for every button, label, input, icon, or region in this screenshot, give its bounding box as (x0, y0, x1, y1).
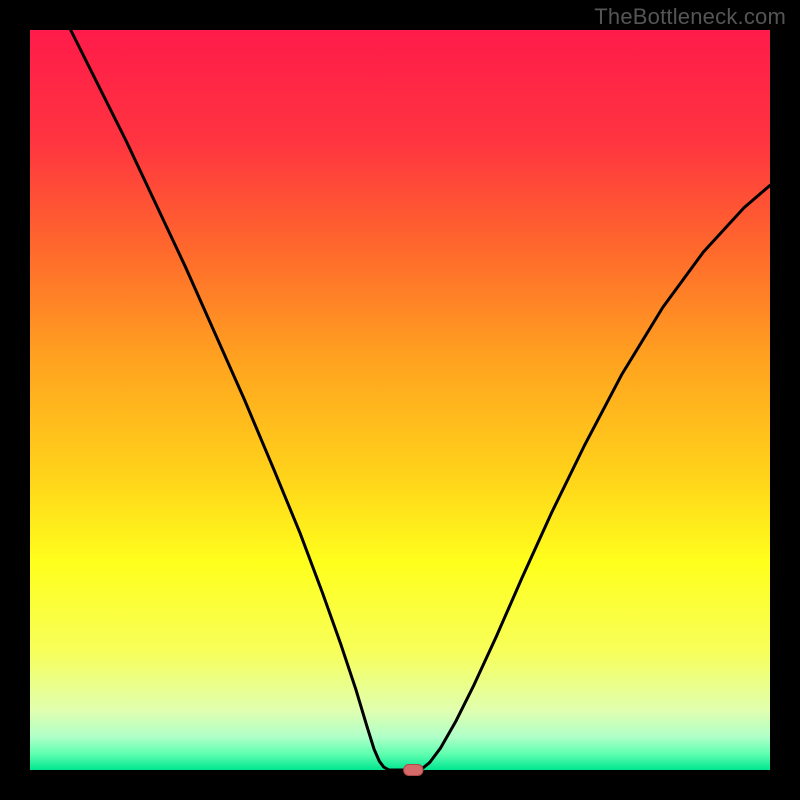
optimum-marker (404, 764, 423, 775)
watermark-text: TheBottleneck.com (594, 4, 786, 30)
chart-frame: TheBottleneck.com (0, 0, 800, 800)
plot-background (30, 30, 770, 770)
bottleneck-chart (0, 0, 800, 800)
